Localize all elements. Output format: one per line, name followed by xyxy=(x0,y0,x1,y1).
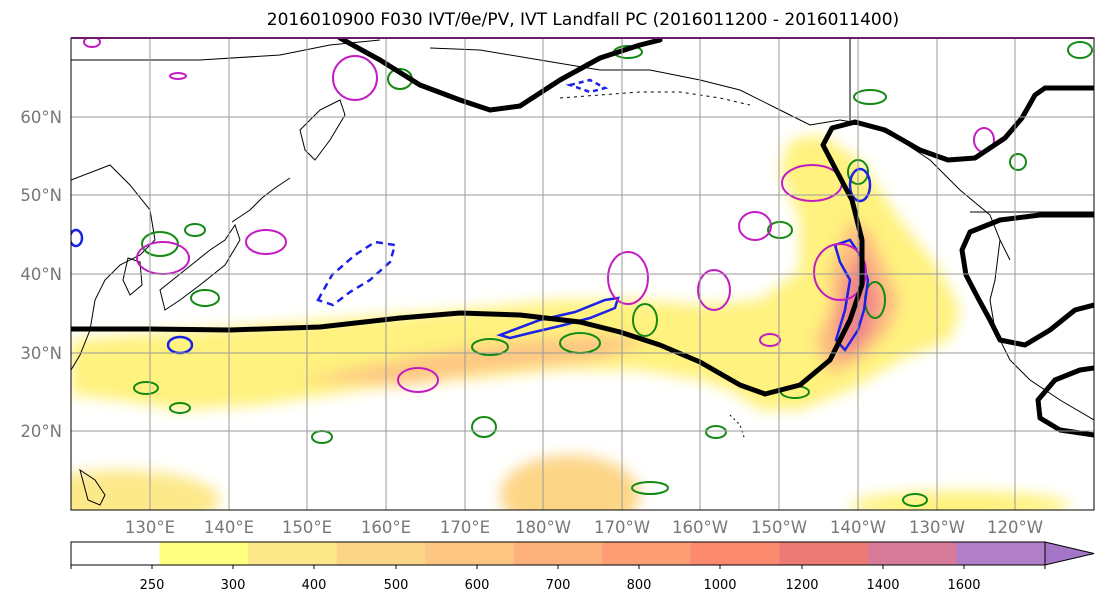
lon-label: 150°E xyxy=(282,518,332,537)
colorbar-cell xyxy=(779,542,869,565)
lon-labels: 130°E 140°E 150°E 160°E 170°E 180°W 170°… xyxy=(125,518,1043,537)
aleutians xyxy=(559,91,751,106)
jet-contour-east xyxy=(959,212,1094,348)
colorbar-extension xyxy=(1044,541,1095,566)
ivt-shading xyxy=(71,135,1070,510)
colorbar-label: 1000 xyxy=(703,578,736,593)
theta-e-contour xyxy=(184,223,206,237)
pv-magenta-contour xyxy=(169,72,187,80)
colorbar-label: 500 xyxy=(384,578,409,593)
colorbar-cell xyxy=(602,542,692,565)
ivt-south-blob xyxy=(500,455,640,510)
colorbar-label: 700 xyxy=(546,578,571,593)
lon-label: 170°W xyxy=(594,518,650,537)
jet-contour-se xyxy=(1035,365,1094,438)
jet-contour-main xyxy=(71,85,1094,397)
lon-label: 140°E xyxy=(204,518,254,537)
pv-blue-contour xyxy=(496,296,620,340)
colorbar-cell xyxy=(159,542,249,565)
colorbar-label: 1200 xyxy=(785,578,818,593)
colorbar-label: 400 xyxy=(302,578,327,593)
colorbar-cell xyxy=(336,542,426,565)
pv-magenta-contour xyxy=(697,269,731,311)
lat-label: 50°N xyxy=(20,186,62,205)
lon-label: 180°W xyxy=(515,518,571,537)
colorbar-cell xyxy=(867,542,957,565)
asia-coast xyxy=(71,164,156,371)
colorbar-label: 1600 xyxy=(947,578,980,593)
pv-blue-contours xyxy=(71,78,872,355)
theta-e-contour xyxy=(767,221,793,239)
theta-e-contour xyxy=(853,89,887,105)
jet-contour-north xyxy=(337,38,663,113)
theta-e-contour xyxy=(1009,153,1027,171)
coastlines xyxy=(71,38,1094,506)
pv-magenta-contour xyxy=(245,229,287,255)
pv-magenta-contour xyxy=(759,333,781,347)
colorbar-cell xyxy=(425,542,515,565)
theta-e-contour xyxy=(471,416,497,438)
jet-contours xyxy=(71,38,1094,438)
theta-e-contour xyxy=(190,289,220,307)
pv-magenta-contour xyxy=(738,211,772,241)
colorbar-label: 300 xyxy=(221,578,246,593)
theta-e-contour xyxy=(705,425,727,439)
colorbar-cell xyxy=(248,542,338,565)
theta-e-contour xyxy=(471,338,509,356)
lon-label: 130°E xyxy=(125,518,175,537)
pv-blue-dashed xyxy=(316,240,397,307)
map-area xyxy=(71,38,1094,510)
figure-title: 2016010900 F030 IVT/θe/PV, IVT Landfall … xyxy=(267,10,899,30)
colorbar-label: 1400 xyxy=(866,578,899,593)
kuril-hokkaido xyxy=(231,177,291,223)
theta-e-contour xyxy=(632,303,658,337)
theta-e-contour xyxy=(133,381,159,395)
gridlines xyxy=(71,38,1094,510)
colorbar-labels: 250 300 400 500 600 700 800 1000 1200 14… xyxy=(140,578,981,593)
pv-blue-dashed xyxy=(565,78,609,94)
ivt-plume-main xyxy=(71,135,960,410)
pv-magenta-contours xyxy=(83,38,995,393)
colorbar-cell xyxy=(513,542,603,565)
lat-label: 30°N xyxy=(20,344,62,363)
lat-label: 20°N xyxy=(20,422,62,441)
colorbar-cell xyxy=(956,542,1046,565)
colorbar-cells xyxy=(71,542,1046,565)
pv-magenta-contour xyxy=(607,251,649,305)
ivt-sw-blob xyxy=(71,470,220,510)
japan xyxy=(159,223,241,311)
theta-e-contour xyxy=(1067,41,1093,59)
lon-label: 160°E xyxy=(361,518,411,537)
philippines xyxy=(79,468,106,506)
colorbar: 250 300 400 500 600 700 800 1000 1200 14… xyxy=(70,541,1095,593)
colorbar-label: 600 xyxy=(465,578,490,593)
na-westcoast xyxy=(989,239,1094,421)
theta-e-contour xyxy=(902,493,928,507)
lon-label: 140°W xyxy=(830,518,886,537)
theta-e-contour xyxy=(169,402,191,414)
colorbar-ticks xyxy=(70,565,1046,569)
lon-label: 120°W xyxy=(987,518,1043,537)
pv-blue-contour xyxy=(848,167,872,203)
pv-blue-contour xyxy=(71,228,84,248)
pv-magenta-contour xyxy=(332,55,378,101)
pv-magenta-contour xyxy=(83,38,101,48)
colorbar-cell xyxy=(71,542,161,565)
lon-label: 130°W xyxy=(909,518,965,537)
pv-magenta-contour xyxy=(397,367,439,393)
colorbar-cell xyxy=(690,542,780,565)
colorbar-label: 250 xyxy=(140,578,165,593)
lat-label: 40°N xyxy=(20,265,62,284)
lon-label: 170°E xyxy=(440,518,490,537)
ivt-se-blob xyxy=(850,491,1070,510)
lon-label: 160°W xyxy=(672,518,728,537)
lon-label: 150°W xyxy=(751,518,807,537)
colorbar-label: 800 xyxy=(627,578,652,593)
pv-magenta-contour xyxy=(813,243,867,301)
lat-labels: 20°N 30°N 40°N 50°N 60°N xyxy=(20,108,62,441)
lat-label: 60°N xyxy=(20,108,62,127)
theta-e-contour xyxy=(631,481,669,495)
